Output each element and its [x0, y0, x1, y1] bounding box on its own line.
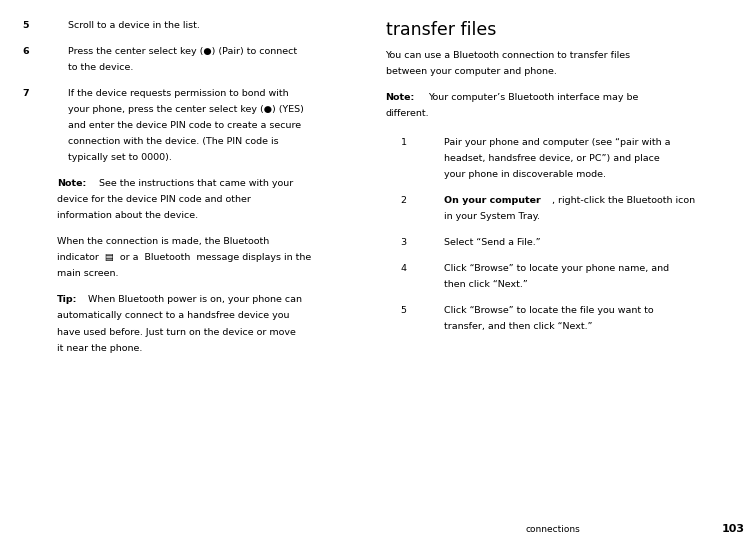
Text: 3: 3 [401, 238, 407, 247]
Text: indicator  ▤  or a  Bluetooth  message displays in the: indicator ▤ or a Bluetooth message displ… [57, 253, 311, 262]
Text: When Bluetooth power is on, your phone can: When Bluetooth power is on, your phone c… [88, 295, 302, 304]
Text: Select “Send a File.”: Select “Send a File.” [444, 238, 541, 247]
Text: automatically connect to a handsfree device you: automatically connect to a handsfree dev… [57, 311, 290, 321]
Text: and enter the device PIN code to create a secure: and enter the device PIN code to create … [68, 121, 301, 130]
Text: Click “Browse” to locate your phone name, and: Click “Browse” to locate your phone name… [444, 264, 669, 272]
Text: , right-click the Bluetooth icon: , right-click the Bluetooth icon [552, 195, 695, 205]
Text: Pair your phone and computer (see “pair with a: Pair your phone and computer (see “pair … [444, 138, 671, 146]
Text: then click “Next.”: then click “Next.” [444, 280, 528, 289]
Text: connection with the device. (The PIN code is: connection with the device. (The PIN cod… [68, 137, 279, 146]
Text: Press the center select key (●) (Pair) to connect: Press the center select key (●) (Pair) t… [68, 47, 297, 56]
Text: Note:: Note: [57, 179, 86, 188]
Text: it near the phone.: it near the phone. [57, 343, 142, 353]
Text: headset, handsfree device, or PC”) and place: headset, handsfree device, or PC”) and p… [444, 153, 659, 163]
Text: 103: 103 [722, 524, 745, 534]
Text: 6: 6 [23, 47, 29, 56]
Text: 4: 4 [401, 264, 407, 272]
Text: 5: 5 [23, 21, 29, 29]
Text: When the connection is made, the Bluetooth: When the connection is made, the Bluetoo… [57, 237, 269, 246]
Text: See the instructions that came with your: See the instructions that came with your [99, 179, 293, 188]
Text: Tip:: Tip: [57, 295, 77, 304]
Text: device for the device PIN code and other: device for the device PIN code and other [57, 195, 250, 204]
Text: your phone, press the center select key (●) (YES): your phone, press the center select key … [68, 105, 304, 114]
Text: 1: 1 [401, 138, 407, 146]
Text: information about the device.: information about the device. [57, 211, 198, 220]
Text: You can use a Bluetooth connection to transfer files: You can use a Bluetooth connection to tr… [386, 51, 631, 60]
Text: typically set to 0000).: typically set to 0000). [68, 153, 172, 162]
Text: 7: 7 [23, 88, 29, 98]
Text: Note:: Note: [386, 93, 415, 102]
Text: between your computer and phone.: between your computer and phone. [386, 67, 556, 76]
Text: transfer, and then click “Next.”: transfer, and then click “Next.” [444, 322, 592, 331]
Text: main screen.: main screen. [57, 269, 118, 278]
Text: If the device requests permission to bond with: If the device requests permission to bon… [68, 88, 289, 98]
Text: On your computer: On your computer [444, 195, 541, 205]
Text: your phone in discoverable mode.: your phone in discoverable mode. [444, 170, 606, 179]
Text: in your System Tray.: in your System Tray. [444, 212, 540, 221]
Text: connections: connections [525, 525, 580, 534]
Text: Scroll to a device in the list.: Scroll to a device in the list. [68, 21, 200, 29]
Text: Click “Browse” to locate the file you want to: Click “Browse” to locate the file you wa… [444, 306, 653, 314]
Text: Your computer’s Bluetooth interface may be: Your computer’s Bluetooth interface may … [428, 93, 638, 102]
Text: to the device.: to the device. [68, 63, 133, 72]
Text: 5: 5 [401, 306, 407, 314]
Text: transfer files: transfer files [386, 21, 496, 39]
Text: different.: different. [386, 109, 429, 118]
Text: have used before. Just turn on the device or move: have used before. Just turn on the devic… [57, 328, 296, 336]
Text: 2: 2 [401, 195, 407, 205]
